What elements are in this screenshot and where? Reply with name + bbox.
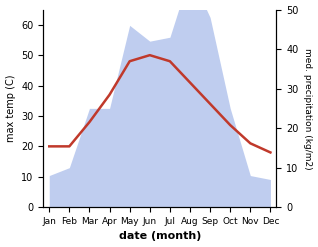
- Y-axis label: max temp (C): max temp (C): [5, 75, 16, 142]
- Y-axis label: med. precipitation (kg/m2): med. precipitation (kg/m2): [303, 48, 313, 169]
- X-axis label: date (month): date (month): [119, 231, 201, 242]
